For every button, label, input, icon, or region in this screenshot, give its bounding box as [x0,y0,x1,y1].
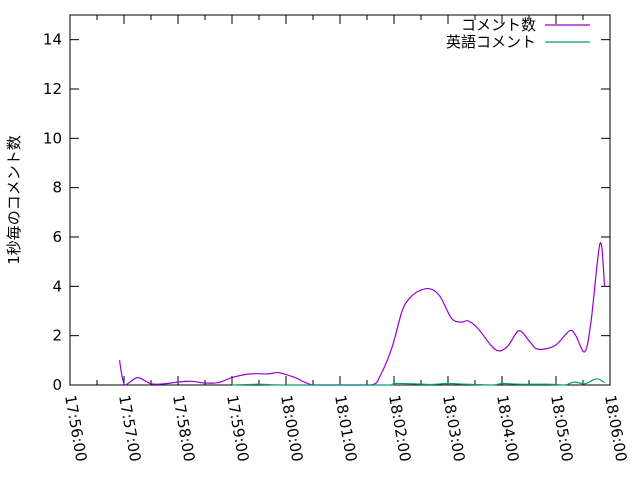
x-tick-label: 17:57:00 [115,394,144,463]
x-tick-label: 18:04:00 [493,394,522,463]
x-tick-label: 17:56:00 [61,394,90,463]
x-tick-label: 18:06:00 [601,394,630,463]
y-tick-label: 12 [43,80,62,98]
series-line-1 [231,378,605,386]
plot-border [69,14,611,386]
y-tick-label: 0 [52,376,62,394]
x-tick-label: 18:05:00 [547,394,576,463]
y-tick-label: 4 [52,277,62,295]
legend-label: コメント数 [461,16,536,34]
x-tick-label: 17:59:00 [223,394,252,463]
x-tick-label: 18:00:00 [277,394,306,463]
x-tick-label: 18:02:00 [385,394,414,463]
y-tick-label: 10 [43,129,62,147]
axes: 0 2 4 6 8 10 12 14 17:56:00 17:57:00 17:58:00 17:59… [43,14,630,463]
series-line-0 [118,242,606,386]
legend-label: 英語コメント [446,33,536,51]
y-tick-label: 2 [52,327,62,345]
y-tick-label: 6 [52,228,62,246]
y-tick-label: 8 [52,179,62,197]
x-tick-label: 18:01:00 [331,394,360,463]
y-axis-label: 1秒毎のコメント数 [5,135,23,265]
x-tick-label: 17:58:00 [169,394,198,463]
y-tick-label: 14 [43,31,62,49]
series-lines [118,242,606,386]
x-tick-label: 18:03:00 [439,394,468,463]
